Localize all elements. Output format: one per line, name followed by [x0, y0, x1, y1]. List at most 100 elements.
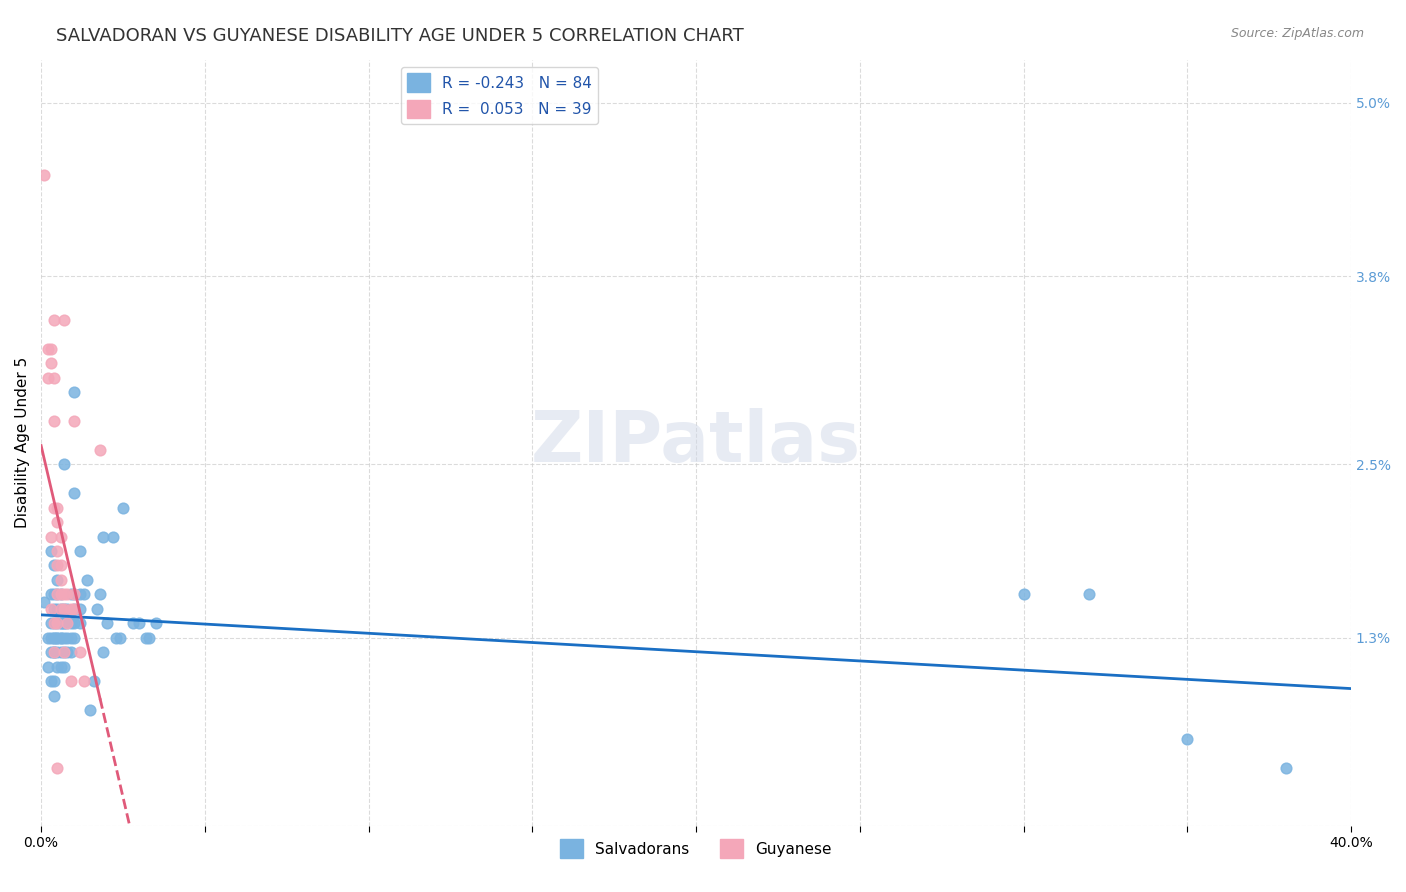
- Point: [37, 659, 59, 673]
- Point: [46, 587, 69, 601]
- Point: [53, 616, 76, 631]
- Point: [39, 602, 62, 616]
- Point: [49, 616, 72, 631]
- Point: [39, 587, 62, 601]
- Point: [53, 602, 76, 616]
- Point: [69, 616, 91, 631]
- Point: [44, 689, 66, 703]
- Point: [111, 500, 134, 515]
- Point: [56, 616, 79, 631]
- Point: [37, 631, 59, 645]
- Point: [86, 602, 108, 616]
- Point: [39, 342, 62, 356]
- Point: [138, 631, 160, 645]
- Point: [91, 645, 114, 659]
- Point: [44, 414, 66, 428]
- Point: [46, 558, 69, 573]
- Point: [56, 616, 79, 631]
- Point: [46, 573, 69, 587]
- Point: [59, 674, 82, 689]
- Point: [101, 529, 124, 543]
- Point: [89, 587, 111, 601]
- Point: [91, 529, 114, 543]
- Point: [83, 674, 105, 689]
- Point: [44, 587, 66, 601]
- Point: [56, 631, 79, 645]
- Point: [63, 631, 86, 645]
- Point: [44, 558, 66, 573]
- Point: [73, 587, 96, 601]
- Point: [46, 602, 69, 616]
- Text: SALVADORAN VS GUYANESE DISABILITY AGE UNDER 5 CORRELATION CHART: SALVADORAN VS GUYANESE DISABILITY AGE UN…: [56, 27, 744, 45]
- Point: [63, 486, 86, 500]
- Point: [34, 594, 56, 608]
- Point: [145, 616, 167, 631]
- Point: [44, 370, 66, 384]
- Point: [59, 631, 82, 645]
- Point: [63, 414, 86, 428]
- Point: [44, 645, 66, 659]
- Point: [135, 631, 157, 645]
- Point: [53, 602, 76, 616]
- Point: [1175, 731, 1198, 746]
- Point: [46, 631, 69, 645]
- Point: [69, 645, 91, 659]
- Point: [56, 587, 79, 601]
- Point: [46, 500, 69, 515]
- Point: [69, 587, 91, 601]
- Point: [1012, 587, 1035, 601]
- Point: [49, 587, 72, 601]
- Point: [44, 631, 66, 645]
- Point: [46, 761, 69, 775]
- Point: [46, 515, 69, 529]
- Point: [44, 500, 66, 515]
- Point: [44, 616, 66, 631]
- Point: [49, 631, 72, 645]
- Point: [37, 342, 59, 356]
- Point: [39, 631, 62, 645]
- Point: [89, 442, 111, 457]
- Point: [63, 587, 86, 601]
- Point: [49, 645, 72, 659]
- Point: [49, 602, 72, 616]
- Point: [39, 544, 62, 558]
- Point: [108, 631, 131, 645]
- Text: ZIPatlas: ZIPatlas: [531, 409, 860, 477]
- Point: [76, 573, 98, 587]
- Point: [79, 703, 101, 717]
- Point: [59, 616, 82, 631]
- Point: [63, 587, 86, 601]
- Point: [46, 631, 69, 645]
- Point: [49, 529, 72, 543]
- Point: [73, 674, 96, 689]
- Point: [39, 529, 62, 543]
- Point: [121, 616, 143, 631]
- Point: [44, 645, 66, 659]
- Point: [63, 602, 86, 616]
- Point: [34, 168, 56, 182]
- Point: [59, 602, 82, 616]
- Point: [46, 659, 69, 673]
- Point: [53, 659, 76, 673]
- Point: [53, 616, 76, 631]
- Point: [56, 602, 79, 616]
- Point: [53, 457, 76, 471]
- Point: [49, 558, 72, 573]
- Point: [39, 356, 62, 370]
- Point: [53, 312, 76, 326]
- Point: [1274, 761, 1296, 775]
- Point: [105, 631, 128, 645]
- Point: [59, 645, 82, 659]
- Point: [44, 602, 66, 616]
- Legend: Salvadorans, Guyanese: Salvadorans, Guyanese: [554, 833, 838, 864]
- Point: [46, 645, 69, 659]
- Point: [49, 573, 72, 587]
- Point: [44, 645, 66, 659]
- Point: [49, 659, 72, 673]
- Point: [44, 616, 66, 631]
- Point: [53, 631, 76, 645]
- Point: [96, 616, 118, 631]
- Point: [39, 674, 62, 689]
- Point: [49, 602, 72, 616]
- Point: [1078, 587, 1101, 601]
